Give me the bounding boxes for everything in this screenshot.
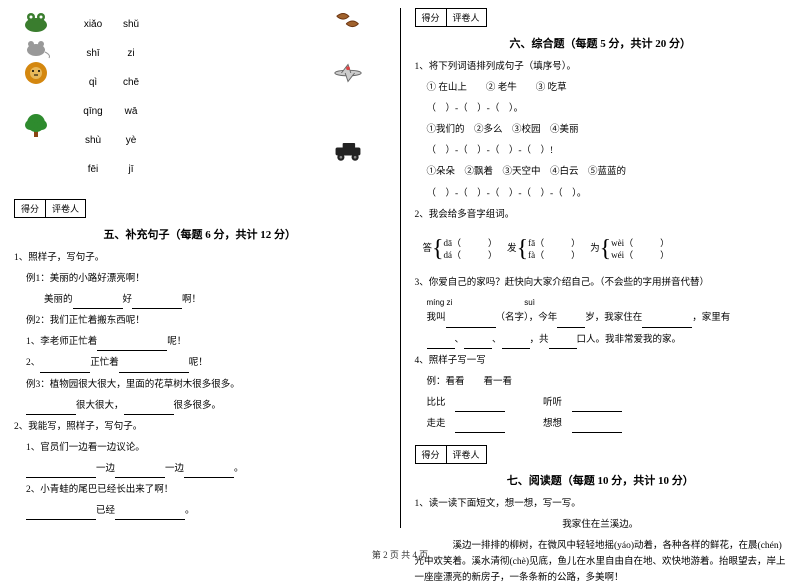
score-label: 得分 xyxy=(416,446,447,463)
passage-text: 溪边一排排的柳树，在微风中轻轻地摇(yáo)动着，各种各样的鲜花，在晨(chén… xyxy=(415,538,787,586)
question-text: 1、将下列词语排列成句子（填序号）。 xyxy=(415,59,787,76)
score-label: 得分 xyxy=(416,9,447,26)
fill-blank[interactable]: 已经。 xyxy=(26,503,386,520)
polyphone-group[interactable]: 答{ dā（ ）dá（ ） xyxy=(423,228,498,271)
pinyin-cell: shǔ xyxy=(112,19,150,30)
pinyin-cell: yè xyxy=(112,135,150,146)
grader-label: 评卷人 xyxy=(447,446,486,463)
example-text: 2、小青蛙的尾巴已经长出来了啊！ xyxy=(26,482,386,499)
car-image xyxy=(332,138,364,164)
score-label: 得分 xyxy=(15,200,46,217)
option-text: ①朵朵 ②飘着 ③天空中 ④白云 ⑤蓝蓝的 xyxy=(427,164,787,181)
fill-blank[interactable]: 、、，共口人。我非常爱我的家。 xyxy=(427,332,787,349)
example-text: 例2：我们正忙着搬东西呢！ xyxy=(26,313,386,330)
score-box: 得分 评卷人 xyxy=(14,199,86,218)
fill-blank[interactable]: （ ）-（ ）-（ ）-（ ）-（ ）。 xyxy=(427,186,787,203)
pinyin-cell: shù xyxy=(74,135,112,146)
pinyin-cell: qīng xyxy=(74,106,112,117)
pinyin-cell: xiǎo xyxy=(74,19,112,30)
fill-blank[interactable]: 我叫（名字），今年岁，我家住在，家里有 xyxy=(427,310,787,327)
polyphone-group[interactable]: 发{ fā（ ）fà（ ） xyxy=(507,228,580,271)
question-text: 2、我会给多音字组词。 xyxy=(415,207,787,224)
question-text: 4、照样子写一写 xyxy=(415,353,787,370)
score-box: 得分 评卷人 xyxy=(415,8,487,27)
pinyin-cell: shī xyxy=(74,48,112,59)
example-text: 例：看看 看一看 xyxy=(427,374,787,391)
question-text: 2、我能写，照样子，写句子。 xyxy=(14,419,386,436)
section-5-title: 五、补充句子（每题 6 分，共计 12 分） xyxy=(14,226,386,242)
leaves-image xyxy=(332,8,364,34)
ruby-text: míng zi suì xyxy=(427,296,787,310)
pinyin-cell: chē xyxy=(112,77,150,88)
pinyin-cell: qì xyxy=(74,77,112,88)
score-box: 得分 评卷人 xyxy=(415,445,487,464)
passage-title: 我家住在兰溪边。 xyxy=(415,517,787,534)
pinyin-cell: jī xyxy=(112,164,150,175)
section-7-title: 七、阅读题（每题 10 分，共计 10 分） xyxy=(415,472,787,488)
fill-blank[interactable]: 很大很大，很多很多。 xyxy=(26,398,386,415)
mouse-image xyxy=(20,34,52,60)
lion-image xyxy=(20,60,52,86)
fill-blank[interactable]: 美丽的好啊！ xyxy=(44,292,386,309)
example-text: 例3：植物园很大很大，里面的花草树木很多很多。 xyxy=(26,377,386,394)
pinyin-cell: wā xyxy=(112,106,150,117)
fill-blank[interactable]: 走走 想想 xyxy=(427,416,787,433)
fill-blank[interactable]: （ ）-（ ）-（ ）-（ ）! xyxy=(427,143,787,160)
polyphone-group[interactable]: 为{ wèi（ ）wéi（ ） xyxy=(590,228,669,271)
fill-blank[interactable]: 1、李老师正忙着呢！ xyxy=(26,334,386,351)
fill-blank[interactable]: 一边一边。 xyxy=(26,461,386,478)
question-text: 1、照样子，写句子。 xyxy=(14,250,386,267)
pinyin-cell: fēi xyxy=(74,164,112,175)
question-text: 1、读一读下面短文，想一想，写一写。 xyxy=(415,496,787,513)
option-text: ① 在山上 ② 老牛 ③ 吃草 xyxy=(427,80,787,97)
fill-blank[interactable]: 比比 听听 xyxy=(427,395,787,412)
grader-label: 评卷人 xyxy=(447,9,486,26)
fill-blank[interactable]: （ ）-（ ）-（ ）。 xyxy=(427,101,787,118)
tree-image xyxy=(20,112,52,138)
section-6-title: 六、综合题（每题 5 分，共计 20 分） xyxy=(415,35,787,51)
frog-image xyxy=(20,8,52,34)
page-footer: 第 2 页 共 4 页 xyxy=(0,548,800,561)
grader-label: 评卷人 xyxy=(46,200,85,217)
example-text: 1、官员们一边看一边议论。 xyxy=(26,440,386,457)
fill-blank[interactable]: 2、正忙着呢！ xyxy=(26,355,386,372)
plane-image xyxy=(332,60,364,86)
example-text: 例1：美丽的小路好漂亮啊！ xyxy=(26,271,386,288)
option-text: ①我们的 ②多么 ③校园 ④美丽 xyxy=(427,122,787,139)
question-text: 3、你爱自己的家吗？赶快向大家介绍自己。（不会些的字用拼音代替） xyxy=(415,275,787,292)
pinyin-cell: zi xyxy=(112,48,150,59)
